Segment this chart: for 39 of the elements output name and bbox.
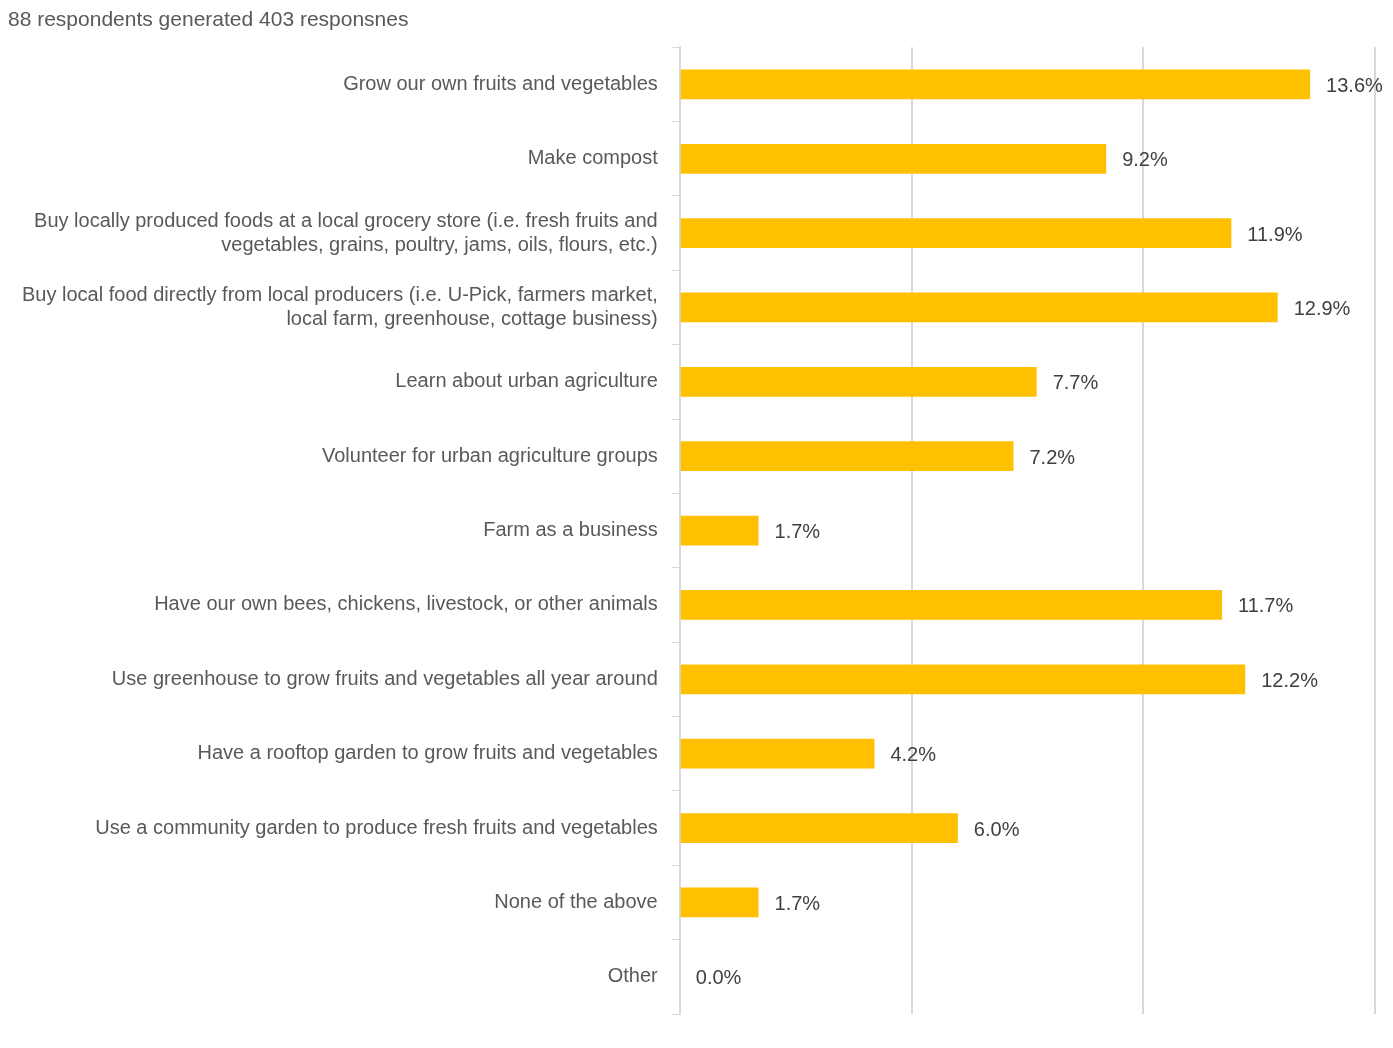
data-label: 11.9% [1247,222,1303,245]
data-label: 13.6% [1326,73,1384,96]
bar [680,441,1014,472]
data-label: 0.0% [695,966,742,989]
bar [680,590,1223,620]
data-label: 7.7% [1052,371,1099,394]
y-tick-label: Volunteer for urban agriculture groups [321,443,658,466]
data-label: 7.2% [1029,445,1076,468]
data-label: 9.2% [1122,148,1168,171]
bar [680,738,875,769]
data-label: 11.7% [1238,594,1294,617]
bar [680,887,759,918]
data-label: 1.7% [774,520,821,543]
bar [680,143,1107,174]
y-tick-label: Grow our own fruits and vegetables [343,71,658,94]
y-tick-label: Use greenhouse to grow fruits and vegetables all year around [111,666,658,689]
data-label: 12.2% [1261,668,1319,691]
y-tick-label: Buy locally produced foods at a local grocery store (i.e. fresh fruits and vegetables, grains, poultry, jams, oils, flours, etc.) [34,208,658,255]
y-tick-label: Buy local food directly from local producers (i.e. U-Pick, farmers market, local farm, greenhouse, cottage business) [21,283,658,330]
data-label: 6.0% [973,817,1020,840]
bar [680,515,759,546]
bar [680,69,1311,100]
y-tick-label: Have our own bees, chickens, livestock, or other animals [154,592,658,615]
bar [680,664,1246,695]
data-label: 4.2% [890,743,937,766]
data-label: 12.9% [1293,297,1351,320]
y-tick-label: Make compost [527,146,659,169]
y-tick-label: Other [607,964,659,987]
bar [680,813,958,843]
y-tick-label: Have a rooftop garden to grow fruits and vegetables [197,741,658,764]
bar [680,366,1037,397]
text: 88 respondents generated 403 responsnes [8,7,409,31]
bar [680,218,1232,248]
y-tick-label: None of the above [494,889,658,912]
y-tick-label: Farm as a business [483,518,658,541]
y-tick-label: Learn about urban agriculture [395,369,658,392]
data-label: 1.7% [774,891,821,914]
y-tick-label: Use a community garden to produce fresh fruits and vegetables [95,815,658,838]
bar [680,292,1278,323]
